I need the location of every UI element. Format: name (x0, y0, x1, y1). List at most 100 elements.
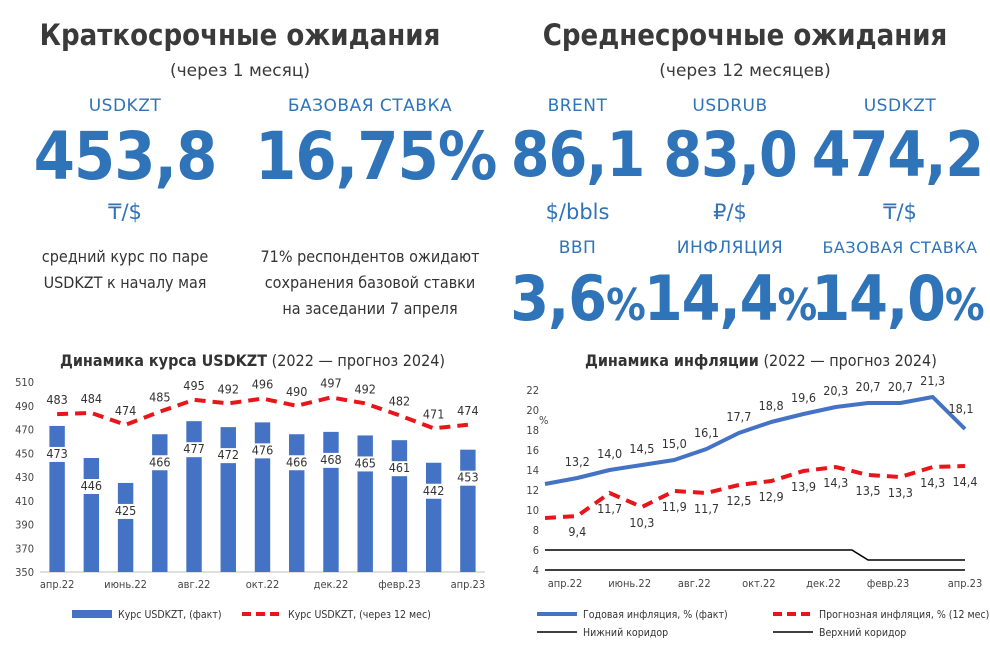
metric-usdkzt-value: 453,8 (33, 118, 218, 195)
forecast-data-label: 482 (389, 393, 410, 408)
y-tick-label: 410 (15, 495, 34, 508)
bar (117, 482, 134, 572)
bar (83, 458, 100, 572)
legend-forecast-label: Прогнозная инфляция, % (12 мес) (819, 609, 989, 621)
metric-brent-label: BRENT (547, 96, 608, 116)
y-tick-label: 490 (15, 400, 34, 413)
bar-data-label: 425 (115, 503, 136, 518)
forecast-data-label: 13,5 (856, 483, 881, 498)
metric-base-rate-label: БАЗОВАЯ СТАВКА (287, 96, 453, 116)
bar-data-label: 453 (457, 470, 478, 485)
legend-bar-swatch (72, 610, 112, 618)
x-tick-label: апр.23 (451, 578, 486, 591)
forecast-data-label: 12,9 (759, 489, 784, 504)
legend-actual-label: Годовая инфляция, % (факт) (583, 609, 728, 621)
metric-base-rate-12m-label: БАЗОВАЯ СТАВКА (822, 238, 978, 257)
forecast-data-label: 14,4 (952, 474, 977, 489)
metric-usdkzt-label: USDKZT (88, 96, 162, 116)
note-line: 71% респондентов ожидают (260, 247, 480, 266)
actual-data-label: 14,0 (597, 446, 622, 461)
actual-data-label: 16,1 (694, 425, 719, 440)
metric-base-rate-value: 16,75% (255, 118, 497, 195)
bar-label-bg (146, 455, 173, 471)
y-tick-label: 8 (533, 524, 539, 537)
chart-title-sub: (2022 — прогноз 2024) (271, 351, 446, 370)
metric-brent-unit: $/bbls (545, 200, 610, 224)
metric-brent-value: 86,1 (510, 118, 646, 191)
metric-usdrub-value: 83,0 (663, 118, 798, 191)
metric-usdkzt-12m-label: USDKZT (863, 96, 937, 116)
y-tick-label: 430 (15, 471, 34, 484)
bar-data-label: 446 (81, 478, 102, 493)
forecast-data-label: 11,9 (662, 499, 687, 514)
usdkzt-chart: 350 370 390 410 430 450 470 490 510 473 446 425 466 4… (15, 375, 486, 621)
forecast-data-label: 492 (218, 381, 239, 396)
forecast-data-label: 484 (81, 391, 102, 406)
bar (425, 462, 442, 572)
y-tick-label: 510 (15, 376, 34, 389)
forecast-data-label: 12,5 (726, 493, 751, 508)
actual-data-label: 14,5 (629, 441, 654, 456)
x-tick-label: апр.22 (40, 578, 75, 591)
forecast-data-label: 495 (183, 378, 204, 393)
metric-gdp-label: ВВП (558, 238, 597, 258)
bar (254, 422, 271, 572)
legend-bar-label: Курс USDKZT, (факт) (118, 609, 222, 621)
bar-data-label: 477 (183, 441, 204, 456)
y-tick-label: 22 (526, 384, 539, 397)
metric-base-rate-12m-value: 14,0% (805, 262, 990, 335)
y-tick-label: 6 (533, 544, 539, 557)
y-tick-label: 370 (15, 542, 34, 555)
actual-data-label: 18,1 (948, 401, 973, 416)
bar-label-bg (215, 448, 242, 464)
right-title: Среднесрочные ожидания (542, 18, 948, 52)
chart-title-main: Динамика инфляции (585, 351, 759, 370)
forecast-data-label: 490 (286, 384, 307, 399)
metric-usdkzt-unit: ₸/$ (108, 200, 142, 224)
y-tick-label: 4 (533, 564, 539, 577)
forecast-data-label: 474 (457, 403, 478, 418)
lower-corridor-line (545, 549, 965, 561)
forecast-data-label: 11,7 (694, 501, 719, 516)
metric-inflation-label: ИНФЛЯЦИЯ (676, 238, 784, 258)
y-tick-label: 390 (15, 519, 34, 532)
bar-label-bg (386, 461, 413, 477)
x-tick-label: июнь.22 (104, 578, 147, 591)
bar-data-label: 466 (286, 454, 307, 469)
value-number: 14,0 (811, 262, 946, 335)
actual-data-label: 13,2 (565, 454, 590, 469)
actual-data-label: 21,3 (920, 373, 945, 388)
x-tick-label: июнь.22 (608, 577, 651, 590)
bar-data-label: 465 (354, 455, 375, 470)
y-tick-label: 20 (526, 404, 539, 417)
note-line: USDKZT к началу мая (43, 273, 207, 292)
x-tick-label: окт.22 (246, 578, 280, 591)
metric-usdkzt-12m-value: 474,2 (811, 118, 984, 191)
base-rate-note: 71% респондентов ожидают сохранения базо… (245, 244, 495, 322)
bar-data-label: 468 (320, 452, 341, 467)
bar-label-bg (317, 452, 344, 468)
legend-forecast-label: Курс USDKZT, (через 12 мес) (288, 609, 431, 621)
forecast-data-label: 496 (252, 377, 273, 392)
forecast-data-label: 471 (423, 406, 444, 421)
bar-label-bg (352, 456, 379, 472)
inflation-chart: 4 6 8 10 12 14 16 18 20 22% 13,2 14,0 14,5 15,0 16,1 17… (526, 373, 989, 639)
actual-data-label: 18,8 (759, 398, 784, 413)
value-number: 14,4 (643, 262, 779, 335)
forecast-data-label: 10,3 (629, 515, 654, 530)
forecast-data-label: 485 (149, 390, 170, 405)
actual-inflation-line (544, 395, 967, 486)
bar-label-bg (454, 470, 481, 486)
x-tick-label: авг.22 (678, 577, 711, 590)
forecast-data-label: 13,9 (791, 479, 816, 494)
bar-data-label: 442 (423, 483, 444, 498)
bar-label-bg (283, 455, 310, 471)
x-tick-label: февр.23 (867, 577, 909, 590)
actual-data-label: 20,7 (888, 379, 913, 394)
note-line: средний курс по паре (41, 247, 209, 266)
inflation-chart-title: Динамика инфляции (2022 — прогноз 2024) (585, 351, 937, 370)
metric-usdrub-label: USDRUB (692, 96, 768, 116)
value-suffix: % (777, 280, 817, 331)
x-tick-label: авг.22 (178, 578, 211, 591)
forecast-data-label: 14,3 (823, 475, 848, 490)
